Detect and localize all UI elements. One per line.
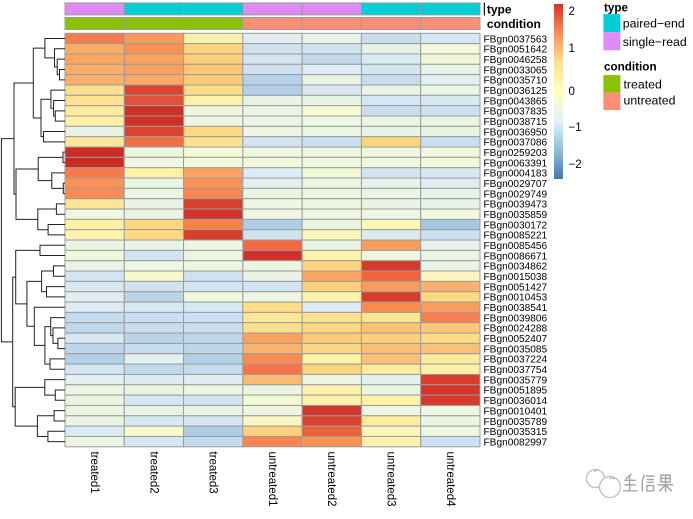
svg-text:FBgn0046258: FBgn0046258 [484, 55, 548, 66]
svg-text:treated2: treated2 [147, 452, 159, 494]
svg-text:FBgn0063391: FBgn0063391 [484, 158, 548, 169]
svg-text:FBgn0035085: FBgn0035085 [484, 344, 548, 355]
svg-text:FBgn0259203: FBgn0259203 [484, 148, 548, 159]
svg-text:FBgn0035710: FBgn0035710 [484, 76, 548, 87]
svg-text:FBgn0051427: FBgn0051427 [484, 282, 548, 293]
svg-text:single−read: single−read [623, 35, 687, 49]
svg-text:condition: condition [604, 60, 657, 73]
svg-text:FBgn0037224: FBgn0037224 [484, 355, 548, 366]
svg-text:FBgn0082997: FBgn0082997 [484, 437, 548, 448]
svg-text:FBgn0039473: FBgn0039473 [484, 200, 548, 211]
svg-text:−2: −2 [569, 159, 582, 171]
svg-text:FBgn0052407: FBgn0052407 [484, 334, 548, 345]
svg-text:FBgn0035789: FBgn0035789 [484, 417, 548, 428]
svg-text:FBgn0033065: FBgn0033065 [484, 65, 548, 76]
svg-text:FBgn0085456: FBgn0085456 [484, 241, 548, 252]
svg-text:FBgn0004183: FBgn0004183 [484, 169, 548, 180]
svg-text:FBgn0037086: FBgn0037086 [484, 138, 548, 149]
svg-text:FBgn0029707: FBgn0029707 [484, 179, 548, 190]
svg-text:untreated4: untreated4 [444, 452, 456, 508]
svg-text:FBgn0036125: FBgn0036125 [484, 86, 548, 97]
svg-text:untreated: untreated [624, 94, 676, 108]
svg-text:FBgn0034862: FBgn0034862 [484, 262, 548, 273]
svg-text:FBgn0086671: FBgn0086671 [484, 251, 548, 262]
svg-text:type: type [604, 1, 629, 14]
svg-text:FBgn0037835: FBgn0037835 [484, 107, 548, 118]
svg-text:FBgn0039806: FBgn0039806 [484, 313, 548, 324]
svg-text:FBgn0030172: FBgn0030172 [484, 220, 548, 231]
svg-text:untreated3: untreated3 [384, 452, 396, 507]
svg-text:FBgn0051895: FBgn0051895 [484, 386, 548, 397]
svg-text:FBgn0051642: FBgn0051642 [484, 45, 548, 56]
svg-text:1: 1 [569, 43, 575, 55]
svg-text:FBgn0036014: FBgn0036014 [484, 396, 548, 407]
svg-text:FBgn0037563: FBgn0037563 [484, 34, 548, 45]
svg-text:FBgn0010453: FBgn0010453 [484, 293, 548, 304]
svg-text:FBgn0035859: FBgn0035859 [484, 210, 548, 221]
svg-text:condition: condition [487, 17, 541, 31]
svg-text:FBgn0038541: FBgn0038541 [484, 303, 548, 314]
svg-text:2: 2 [569, 6, 575, 18]
svg-text:FBgn0015038: FBgn0015038 [484, 272, 548, 283]
svg-text:paired−end: paired−end [623, 17, 685, 31]
svg-text:FBgn0035779: FBgn0035779 [484, 375, 548, 386]
svg-text:0: 0 [569, 86, 575, 98]
svg-text:treated3: treated3 [207, 452, 219, 494]
svg-text:FBgn0010401: FBgn0010401 [484, 406, 548, 417]
svg-text:−1: −1 [569, 122, 582, 134]
svg-text:treated1: treated1 [88, 452, 100, 494]
svg-text:FBgn0085221: FBgn0085221 [484, 231, 548, 242]
svg-text:FBgn0036950: FBgn0036950 [484, 127, 548, 138]
svg-text:type: type [487, 2, 512, 16]
svg-text:FBgn0035315: FBgn0035315 [484, 427, 548, 438]
svg-text:untreated1: untreated1 [266, 452, 278, 507]
svg-text:FBgn0038715: FBgn0038715 [484, 117, 548, 128]
svg-text:FBgn0029749: FBgn0029749 [484, 189, 548, 200]
svg-text:untreated2: untreated2 [325, 452, 337, 507]
svg-text:FBgn0043865: FBgn0043865 [484, 96, 548, 107]
svg-text:treated: treated [624, 77, 662, 91]
svg-text:FBgn0037754: FBgn0037754 [484, 365, 548, 376]
svg-text:FBgn0024288: FBgn0024288 [484, 324, 548, 335]
